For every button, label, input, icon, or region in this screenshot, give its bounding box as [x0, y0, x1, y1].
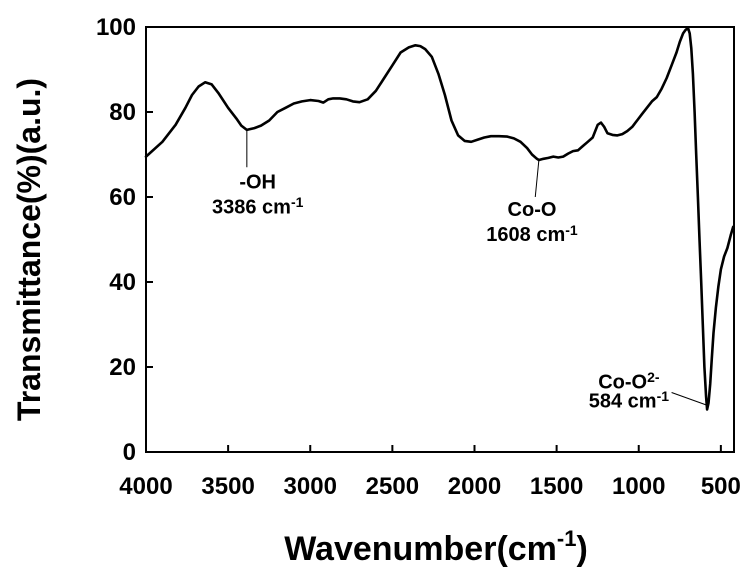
- x-tick-label: 3500: [201, 473, 254, 500]
- x-tick-label: 2000: [448, 473, 501, 500]
- axes-layer: 4000 3500 3000 2500 2000 1500 1000 500 0 20 40 60 80…: [96, 14, 741, 500]
- annotation-pointer: [671, 392, 708, 406]
- x-tick-label: 2500: [366, 473, 419, 500]
- x-tick-label: 4000: [119, 473, 172, 500]
- x-tick-label: 1500: [530, 473, 583, 500]
- y-axis-label: Transmittance(%)(a.u.): [11, 78, 47, 421]
- spectrum-line-0: [144, 26, 735, 411]
- y-tick-label: 40: [109, 269, 136, 296]
- annotation-pointer: [534, 159, 540, 198]
- series-layer: [144, 26, 735, 411]
- x-tick-label: 1000: [612, 473, 665, 500]
- y-tick-label: 0: [123, 439, 136, 466]
- y-tick-label: 100: [96, 14, 136, 41]
- x-tick-label: 500: [701, 473, 741, 500]
- x-axis-label: Wavenumber(cm-1): [284, 526, 588, 568]
- y-tick-label: 20: [109, 354, 136, 381]
- annotation-label: Co-O2-​584 cm-1​: [589, 369, 670, 412]
- y-tick-label: 80: [109, 99, 136, 126]
- plot-frame: [145, 26, 735, 453]
- y-tick-label: 60: [109, 184, 136, 211]
- x-tick-label: 3000: [284, 473, 337, 500]
